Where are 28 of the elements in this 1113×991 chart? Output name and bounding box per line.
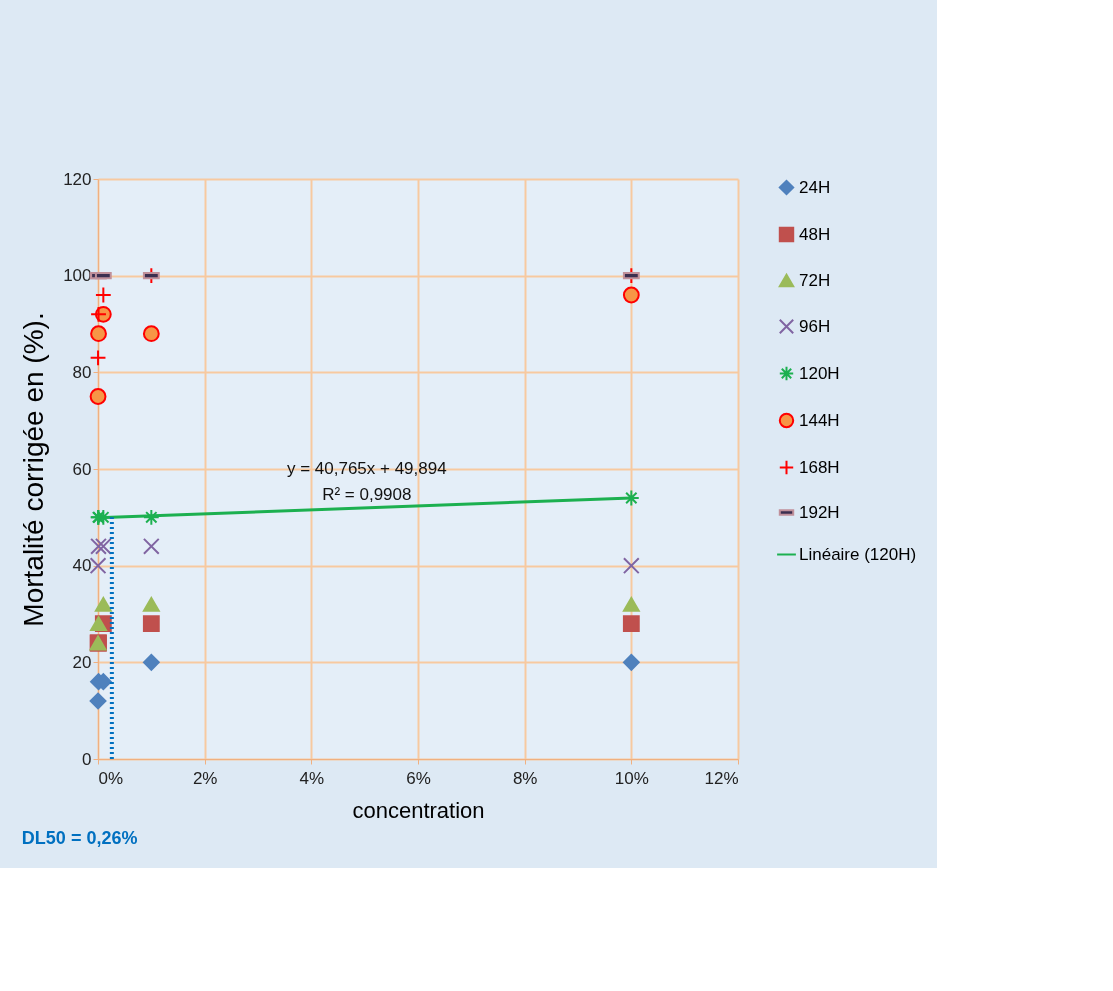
y-tick-label: 100: [63, 266, 92, 286]
legend-label: 144H: [799, 410, 840, 430]
y-tick-label: 40: [72, 556, 92, 576]
legend-label: 48H: [799, 224, 831, 244]
legend-label: 24H: [799, 177, 831, 197]
y-tick-label: 120: [63, 169, 92, 189]
y-axis-title: Mortalité corrigée en (%).: [18, 312, 50, 627]
legend-label: 168H: [799, 457, 840, 477]
annotation: y = 40,765x + 49,894: [286, 459, 447, 478]
x-tick-label: 4%: [299, 768, 325, 788]
y-tick-label: 60: [72, 459, 92, 479]
annotation: R² = 0,9908: [322, 485, 412, 504]
x-tick-label: 0%: [98, 768, 124, 788]
x-tick-label: 10%: [614, 768, 649, 788]
x-tick-label: 12%: [704, 768, 739, 788]
legend-label: Linéaire (120H): [799, 544, 917, 564]
y-tick-label: 0: [82, 749, 92, 769]
y-tick-label: 80: [72, 362, 92, 382]
x-tick-label: 2%: [192, 768, 218, 788]
x-axis-title: concentration: [352, 797, 485, 823]
ref-line-label: DL50 = 0,26%: [21, 828, 138, 848]
legend-label: 192H: [799, 502, 840, 522]
x-tick-label: 6%: [406, 768, 431, 788]
legend-label: 120H: [799, 363, 840, 383]
y-tick-label: 20: [72, 652, 92, 672]
legend-label: 96H: [799, 316, 831, 336]
x-tick-label: 8%: [512, 768, 538, 788]
legend-label: 72H: [799, 270, 831, 290]
